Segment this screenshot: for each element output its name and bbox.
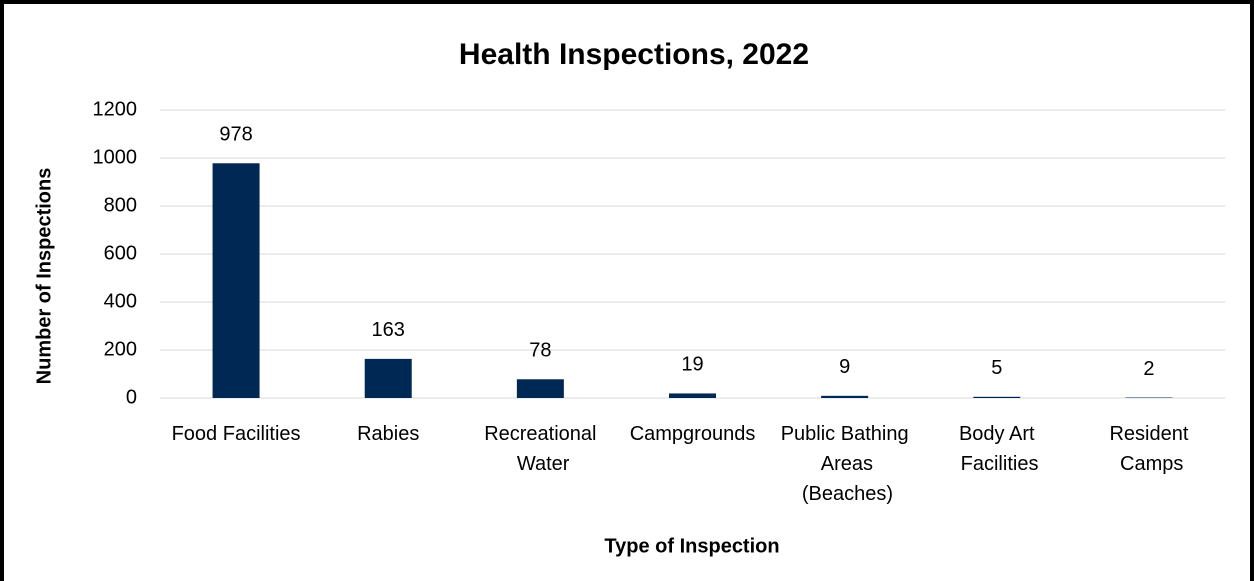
bar [516,379,564,398]
data-label: 2 [1143,358,1154,380]
y-tick-label: 400 [104,290,137,312]
data-label: 78 [529,340,551,362]
x-tick-label: Food Facilities [172,423,301,445]
data-label: 5 [991,357,1002,379]
y-tick-label: 1000 [93,146,138,168]
y-tick-label: 200 [104,338,137,360]
x-tick-label: Rabies [357,423,419,445]
y-axis-label: Number of Inspections [33,168,55,385]
y-tick-label: 600 [104,242,137,264]
data-label: 163 [372,319,405,341]
bar [973,396,1021,398]
data-label: 978 [219,124,252,146]
x-tick-label: Recreational Water [484,423,596,475]
chart-title: Health Inspections, 2022 [459,38,809,71]
y-tick-label: 0 [126,386,137,408]
bar [821,395,869,398]
x-tick-label: Body Art Facilities [955,423,1038,475]
data-label: 19 [681,354,703,376]
x-axis-label: Type of Inspection [604,535,779,557]
data-label: 9 [839,356,850,378]
y-tick-label: 1200 [93,98,138,120]
x-tick-label: Resident Camps [1109,423,1188,475]
bar [212,163,260,398]
x-tick-label: Public Bathing Areas (Beaches) [781,423,909,505]
bar [669,393,716,398]
y-tick-label: 800 [104,194,137,216]
x-tick-label: Campgrounds [630,423,756,445]
bar [364,358,412,398]
